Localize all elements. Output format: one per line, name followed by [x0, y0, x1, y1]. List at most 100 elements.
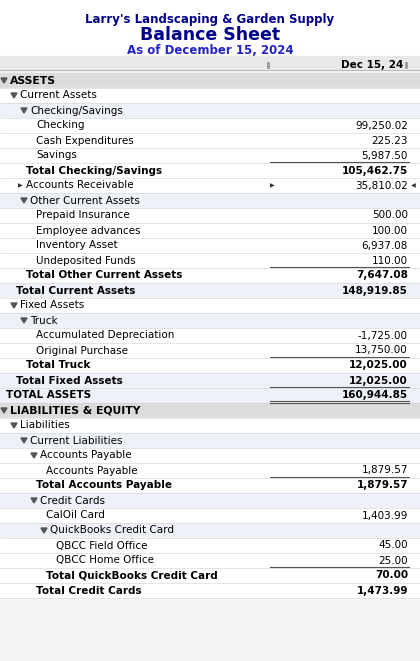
- Text: ASSETS: ASSETS: [10, 75, 56, 85]
- Polygon shape: [21, 108, 27, 113]
- Bar: [0, 343, 420, 358]
- Text: Dec 15, 24: Dec 15, 24: [341, 60, 403, 70]
- Text: 160,944.85: 160,944.85: [342, 391, 408, 401]
- Bar: [0, 163, 420, 178]
- Text: 110.00: 110.00: [372, 256, 408, 266]
- Text: 105,462.75: 105,462.75: [342, 165, 408, 176]
- Text: 1,473.99: 1,473.99: [357, 586, 408, 596]
- Text: Savings: Savings: [36, 151, 77, 161]
- Bar: [0, 238, 420, 253]
- Text: QuickBooks Credit Card: QuickBooks Credit Card: [50, 525, 174, 535]
- Text: Credit Cards: Credit Cards: [40, 496, 105, 506]
- Text: 5,987.50: 5,987.50: [362, 151, 408, 161]
- Bar: [0, 193, 420, 208]
- Text: Accumulated Depreciation: Accumulated Depreciation: [36, 330, 174, 340]
- Text: Liabilities: Liabilities: [20, 420, 70, 430]
- Bar: [0, 448, 420, 463]
- Text: 100.00: 100.00: [372, 225, 408, 235]
- Bar: [0, 493, 420, 508]
- Text: Accounts Receivable: Accounts Receivable: [26, 180, 134, 190]
- Bar: [0, 56, 420, 70]
- Bar: [0, 73, 420, 88]
- Bar: [0, 253, 420, 268]
- Text: 6,937.08: 6,937.08: [362, 241, 408, 251]
- Text: Total Current Assets: Total Current Assets: [16, 286, 135, 295]
- Text: ◀: ◀: [411, 183, 416, 188]
- Text: Undeposited Funds: Undeposited Funds: [36, 256, 136, 266]
- Bar: [0, 463, 420, 478]
- Text: Checking/Savings: Checking/Savings: [30, 106, 123, 116]
- Text: Truck: Truck: [30, 315, 58, 325]
- Text: Total Truck: Total Truck: [26, 360, 90, 371]
- Text: 70.00: 70.00: [375, 570, 408, 580]
- Text: Total Accounts Payable: Total Accounts Payable: [36, 481, 172, 490]
- Text: Balance Sheet: Balance Sheet: [140, 26, 280, 44]
- Bar: [0, 373, 420, 388]
- Polygon shape: [11, 303, 17, 308]
- Text: 7,647.08: 7,647.08: [356, 270, 408, 280]
- Bar: [0, 73, 420, 598]
- Bar: [0, 388, 420, 403]
- Text: QBCC Field Office: QBCC Field Office: [56, 541, 147, 551]
- Text: 35,810.02: 35,810.02: [355, 180, 408, 190]
- Text: Total Credit Cards: Total Credit Cards: [36, 586, 142, 596]
- Polygon shape: [21, 438, 27, 443]
- Polygon shape: [11, 423, 17, 428]
- Bar: [0, 208, 420, 223]
- Polygon shape: [21, 198, 27, 203]
- Bar: [0, 178, 420, 193]
- Text: 500.00: 500.00: [372, 210, 408, 221]
- Polygon shape: [41, 528, 47, 533]
- Bar: [0, 298, 420, 313]
- Bar: [0, 568, 420, 583]
- Text: 1,403.99: 1,403.99: [362, 510, 408, 520]
- Polygon shape: [1, 78, 7, 83]
- Bar: [0, 103, 420, 118]
- Text: 45.00: 45.00: [378, 541, 408, 551]
- Bar: [0, 268, 420, 283]
- Text: Fixed Assets: Fixed Assets: [20, 301, 84, 311]
- Text: 225.23: 225.23: [372, 136, 408, 145]
- Text: 25.00: 25.00: [378, 555, 408, 566]
- Bar: [0, 283, 420, 298]
- Text: Other Current Assets: Other Current Assets: [30, 196, 140, 206]
- Text: Total Other Current Assets: Total Other Current Assets: [26, 270, 182, 280]
- Text: 1,879.57: 1,879.57: [362, 465, 408, 475]
- Bar: [0, 148, 420, 163]
- Bar: [0, 583, 420, 598]
- Text: Cash Expenditures: Cash Expenditures: [36, 136, 134, 145]
- Bar: [0, 403, 420, 418]
- Text: Original Purchase: Original Purchase: [36, 346, 128, 356]
- Text: As of December 15, 2024: As of December 15, 2024: [127, 44, 293, 56]
- Bar: [0, 0, 420, 67]
- Text: Total Fixed Assets: Total Fixed Assets: [16, 375, 123, 385]
- Bar: [0, 358, 420, 373]
- Bar: [0, 88, 420, 103]
- Bar: [0, 0, 420, 8]
- Text: Total QuickBooks Credit Card: Total QuickBooks Credit Card: [46, 570, 218, 580]
- Text: -1,725.00: -1,725.00: [358, 330, 408, 340]
- Text: Checking: Checking: [36, 120, 84, 130]
- Text: Inventory Asset: Inventory Asset: [36, 241, 118, 251]
- Text: 148,919.85: 148,919.85: [342, 286, 408, 295]
- Text: Accounts Payable: Accounts Payable: [46, 465, 138, 475]
- Text: ▶: ▶: [270, 183, 274, 188]
- Polygon shape: [31, 453, 37, 458]
- Bar: [0, 508, 420, 523]
- Polygon shape: [1, 408, 7, 413]
- Bar: [0, 133, 420, 148]
- Text: Prepaid Insurance: Prepaid Insurance: [36, 210, 130, 221]
- Polygon shape: [31, 498, 37, 503]
- Text: 99,250.02: 99,250.02: [355, 120, 408, 130]
- Text: 12,025.00: 12,025.00: [349, 360, 408, 371]
- Bar: [0, 553, 420, 568]
- Text: Employee advances: Employee advances: [36, 225, 141, 235]
- Polygon shape: [21, 318, 27, 323]
- Bar: [0, 523, 420, 538]
- Text: LIABILITIES & EQUITY: LIABILITIES & EQUITY: [10, 405, 141, 416]
- Text: CalOil Card: CalOil Card: [46, 510, 105, 520]
- Bar: [0, 328, 420, 343]
- Text: QBCC Home Office: QBCC Home Office: [56, 555, 154, 566]
- Text: Current Assets: Current Assets: [20, 91, 97, 100]
- Text: 1,879.57: 1,879.57: [357, 481, 408, 490]
